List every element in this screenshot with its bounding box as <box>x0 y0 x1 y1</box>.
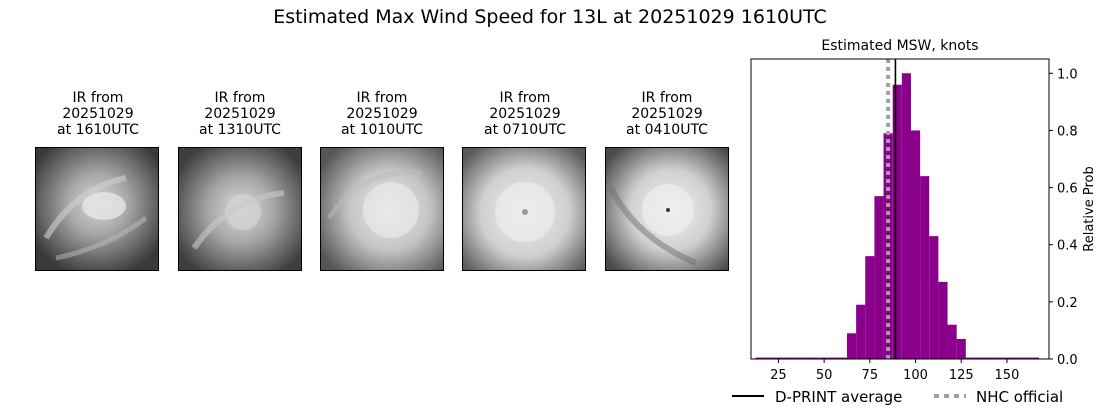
histogram-bar <box>1020 357 1030 359</box>
ir-panel-label-1: IR from 20251029 at 1610UTC <box>28 90 168 138</box>
histogram-bar <box>1002 357 1012 359</box>
ir-label-line2: 20251029 <box>346 106 418 122</box>
ir-image-2 <box>178 147 302 271</box>
histogram-bar <box>910 130 921 359</box>
figure-title: Estimated Max Wind Speed for 13L at 2025… <box>273 6 827 28</box>
ir-label-line1: IR from <box>214 90 266 106</box>
histogram-bar <box>764 357 774 359</box>
histogram-bar <box>773 357 783 359</box>
legend-label: D-PRINT average <box>775 388 902 406</box>
x-tick-label: 100 <box>903 368 928 383</box>
chart-legend: D-PRINT average NHC official <box>732 388 1063 406</box>
x-tick-label: 125 <box>949 368 974 383</box>
histogram-bar <box>1029 357 1039 359</box>
ir-image-5 <box>605 147 729 271</box>
histogram-bar <box>810 357 820 359</box>
histogram-bar <box>947 324 957 359</box>
ir-label-line3: at 0710UTC <box>484 122 566 138</box>
ir-label-line2: 20251029 <box>489 106 561 122</box>
histogram-bar <box>865 256 875 359</box>
ir-label-line2: 20251029 <box>62 106 134 122</box>
histogram-bar <box>892 84 902 359</box>
ir-label-line1: IR from <box>499 90 551 106</box>
ir-label-line2: 20251029 <box>204 106 276 122</box>
histogram-bar <box>828 357 838 359</box>
histogram-bar <box>801 357 811 359</box>
ir-label-line3: at 1010UTC <box>341 122 423 138</box>
ir-image-3 <box>320 147 444 271</box>
histogram-bar <box>846 333 857 359</box>
ir-panel-label-5: IR from 20251029 at 0410UTC <box>597 90 737 138</box>
x-tick-label: 50 <box>816 368 833 383</box>
histogram-bar <box>920 176 930 359</box>
ir-image-4 <box>462 147 586 271</box>
plot-frame <box>750 58 1050 360</box>
ir-label-line3: at 1610UTC <box>57 122 139 138</box>
y-tick-label: 0.8 <box>1057 124 1078 139</box>
histogram-bar <box>956 339 966 359</box>
histogram-bar <box>819 357 829 359</box>
ir-panel-label-4: IR from 20251029 at 0710UTC <box>455 90 595 138</box>
y-tick-label: 0.0 <box>1057 353 1078 368</box>
histogram-bar <box>965 357 975 359</box>
histogram-bar <box>984 357 994 359</box>
y-tick-label: 0.4 <box>1057 239 1078 254</box>
y-tick-label: 0.6 <box>1057 182 1078 197</box>
histogram-bar <box>993 357 1003 359</box>
histogram-bar <box>837 357 847 359</box>
x-tick-label: 25 <box>770 368 787 383</box>
histogram-bar <box>974 357 985 359</box>
y-axis-label: Relative Prob <box>1082 166 1097 251</box>
ir-label-line3: at 0410UTC <box>626 122 708 138</box>
histogram-bar <box>856 304 866 359</box>
ir-label-line1: IR from <box>356 90 408 106</box>
histogram-bar <box>874 196 884 359</box>
histogram-bar <box>755 357 765 359</box>
histogram-bar <box>1011 357 1021 359</box>
legend-label: NHC official <box>976 388 1063 406</box>
ir-panel-label-3: IR from 20251029 at 1010UTC <box>312 90 452 138</box>
ir-panel-label-2: IR from 20251029 at 1310UTC <box>170 90 310 138</box>
y-tick-label: 1.0 <box>1057 67 1078 82</box>
histogram-bar <box>792 357 802 359</box>
ir-label-line2: 20251029 <box>631 106 703 122</box>
chart-title: Estimated MSW, knots <box>821 38 978 54</box>
histogram-bar <box>938 281 948 359</box>
x-tick-label: 75 <box>862 368 879 383</box>
ir-label-line3: at 1310UTC <box>199 122 281 138</box>
histogram-bar <box>929 236 939 359</box>
ir-image-1 <box>35 147 159 271</box>
ir-label-line1: IR from <box>72 90 124 106</box>
y-tick-label: 0.2 <box>1057 296 1078 311</box>
ir-label-line1: IR from <box>641 90 693 106</box>
x-tick-label: 150 <box>995 368 1020 383</box>
histogram-bar <box>901 73 911 360</box>
histogram-bar <box>782 357 793 359</box>
